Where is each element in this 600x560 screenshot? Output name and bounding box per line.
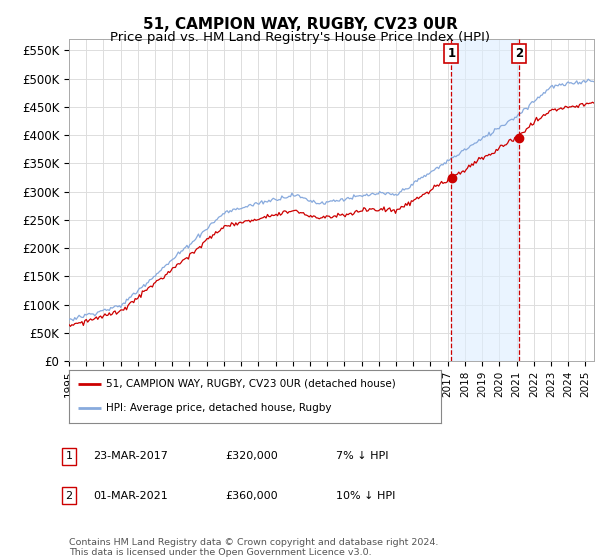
Text: HPI: Average price, detached house, Rugby: HPI: Average price, detached house, Rugb… [106,403,332,413]
Text: Price paid vs. HM Land Registry's House Price Index (HPI): Price paid vs. HM Land Registry's House … [110,31,490,44]
Text: 1: 1 [448,47,455,60]
Text: 51, CAMPION WAY, RUGBY, CV23 0UR: 51, CAMPION WAY, RUGBY, CV23 0UR [143,17,457,32]
Text: 01-MAR-2021: 01-MAR-2021 [93,491,168,501]
Text: 2: 2 [65,491,73,501]
Text: Contains HM Land Registry data © Crown copyright and database right 2024.
This d: Contains HM Land Registry data © Crown c… [69,538,439,557]
Text: £320,000: £320,000 [225,451,278,461]
Text: 2: 2 [515,47,523,60]
Text: 10% ↓ HPI: 10% ↓ HPI [336,491,395,501]
Text: 7% ↓ HPI: 7% ↓ HPI [336,451,389,461]
Text: 1: 1 [65,451,73,461]
Text: £360,000: £360,000 [225,491,278,501]
Bar [451,39,519,361]
Text: 51, CAMPION WAY, RUGBY, CV23 0UR (detached house): 51, CAMPION WAY, RUGBY, CV23 0UR (detach… [106,379,396,389]
Text: 23-MAR-2017: 23-MAR-2017 [93,451,168,461]
